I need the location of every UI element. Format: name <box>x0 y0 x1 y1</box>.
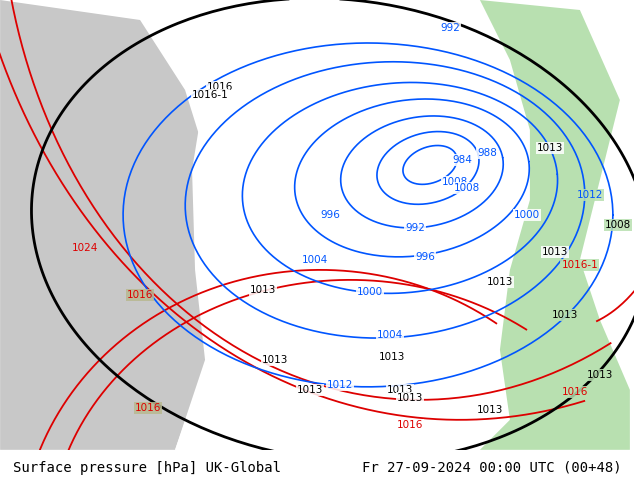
Text: 1004: 1004 <box>302 255 328 265</box>
Text: 1000: 1000 <box>357 287 383 297</box>
Text: 1013: 1013 <box>378 352 405 362</box>
Text: 1016: 1016 <box>127 290 153 300</box>
Text: 1016: 1016 <box>207 82 233 92</box>
Polygon shape <box>480 0 630 450</box>
Text: 988: 988 <box>477 148 497 158</box>
Text: 1013: 1013 <box>541 247 568 257</box>
Text: 1013: 1013 <box>537 143 563 153</box>
Polygon shape <box>0 0 220 450</box>
Text: 1008: 1008 <box>454 183 480 193</box>
Text: 984: 984 <box>452 155 472 165</box>
Text: 1012: 1012 <box>577 190 603 200</box>
Polygon shape <box>175 0 630 450</box>
Text: 1016: 1016 <box>562 387 588 397</box>
Text: Surface pressure [hPa] UK-Global: Surface pressure [hPa] UK-Global <box>13 461 281 475</box>
Text: 1013: 1013 <box>250 285 276 295</box>
Text: 1013: 1013 <box>477 405 503 415</box>
Text: 1016-1: 1016-1 <box>191 90 228 100</box>
Text: 1013: 1013 <box>397 393 423 403</box>
Text: 1013: 1013 <box>387 385 413 395</box>
Text: 1013: 1013 <box>552 310 578 320</box>
Text: 1008: 1008 <box>442 177 468 187</box>
Text: 1008: 1008 <box>605 220 631 230</box>
Text: 996: 996 <box>320 210 340 220</box>
Text: 1013: 1013 <box>297 385 323 395</box>
Text: 1000: 1000 <box>514 210 540 220</box>
Text: 1013: 1013 <box>586 370 613 380</box>
Text: 1013: 1013 <box>487 277 513 287</box>
Text: 1013: 1013 <box>262 355 288 365</box>
Text: 1016: 1016 <box>397 420 423 430</box>
Text: 1024: 1024 <box>72 243 98 253</box>
Text: 992: 992 <box>440 23 460 33</box>
Text: 996: 996 <box>415 252 435 262</box>
Text: 1012: 1012 <box>327 380 353 390</box>
Text: Fr 27-09-2024 00:00 UTC (00+48): Fr 27-09-2024 00:00 UTC (00+48) <box>361 461 621 475</box>
Text: 1016-1: 1016-1 <box>562 260 598 270</box>
Text: 1016: 1016 <box>135 403 161 413</box>
Text: 1004: 1004 <box>377 330 403 340</box>
Text: 992: 992 <box>405 223 425 233</box>
